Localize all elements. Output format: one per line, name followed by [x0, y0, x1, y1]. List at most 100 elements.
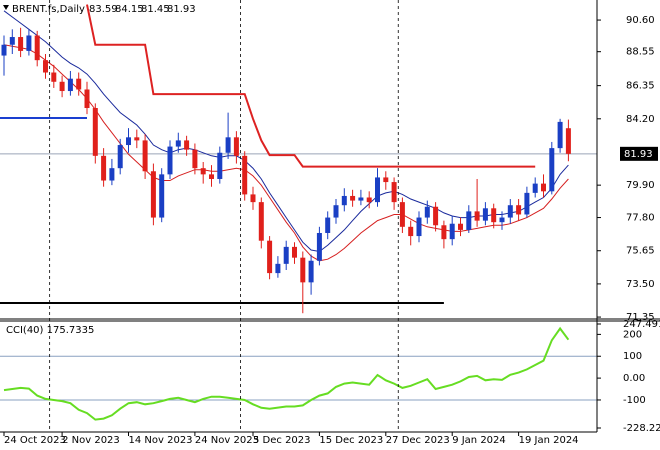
- candle-body: [474, 211, 480, 221]
- candle-body: [59, 81, 65, 92]
- candle-body: [458, 223, 463, 230]
- y-tick-label: 200: [623, 329, 642, 340]
- candle-body: [325, 217, 331, 233]
- candle-body: [43, 60, 48, 73]
- candle-body: [159, 174, 165, 218]
- candle-body: [416, 217, 422, 237]
- price-panel: [0, 4, 597, 314]
- candle-body: [375, 177, 380, 203]
- candle-body: [491, 208, 497, 223]
- candle-body: [466, 211, 472, 230]
- x-tick-label: 5 Dec 2023: [253, 435, 311, 446]
- candle-body: [316, 232, 322, 261]
- candle-body: [565, 128, 571, 154]
- candle-body: [76, 78, 82, 90]
- candle-body: [433, 206, 439, 226]
- candle-body: [308, 260, 314, 283]
- candle-body: [126, 137, 131, 146]
- candle-body: [333, 205, 339, 218]
- y-tick-label: 247.4918: [623, 319, 660, 330]
- candle-body: [167, 146, 173, 175]
- candle-body: [184, 140, 190, 150]
- candle-body: [341, 195, 347, 206]
- ohlc-open: 83.59: [89, 4, 118, 15]
- candle-body: [134, 137, 140, 141]
- y-tick-label: 86.35: [626, 81, 655, 92]
- candle-body: [283, 246, 289, 264]
- labels: BRENT.fs,Daily 83.59 84.15 81.45 81.93 C…: [3, 4, 196, 336]
- x-tick-label: 19 Jan 2024: [519, 435, 579, 446]
- candle-body: [292, 246, 297, 258]
- last-price-box: [620, 146, 658, 161]
- candle-body: [109, 168, 115, 181]
- candle-body: [9, 37, 15, 45]
- candle-body: [532, 183, 538, 193]
- y-tick-label: 84.20: [626, 114, 655, 125]
- x-tick-label: 9 Jan 2024: [452, 435, 506, 446]
- cci-title: CCI(40) 175.7335: [6, 325, 94, 336]
- candle-body: [26, 35, 32, 51]
- candle-body: [549, 148, 555, 192]
- ohlc-low: 81.45: [141, 4, 170, 15]
- y-tick-label: -100: [623, 395, 646, 406]
- candle-body: [499, 217, 505, 223]
- candle-body: [383, 177, 389, 183]
- symbol: BRENT.fs,Daily: [12, 4, 85, 15]
- x-tick-label: 14 Nov 2023: [129, 435, 193, 446]
- candle-body: [250, 194, 256, 203]
- candle-body: [142, 140, 148, 172]
- y-tick-label: 73.50: [626, 279, 655, 290]
- candle-body: [424, 206, 430, 218]
- candle-body: [358, 197, 364, 201]
- candle-body: [516, 205, 522, 215]
- candle-body: [67, 78, 73, 92]
- resistance-line: [86, 4, 536, 168]
- slow-ma-line: [3, 44, 569, 262]
- candle-body: [557, 121, 563, 149]
- y-tick-label: 71.35: [626, 312, 655, 323]
- fast-ma-line: [3, 10, 569, 253]
- candle-body: [275, 263, 281, 274]
- candle-body: [34, 35, 40, 61]
- candle-body: [150, 171, 156, 218]
- y-tick-label: 90.60: [626, 15, 655, 26]
- candle-body: [51, 72, 57, 82]
- candle-body: [200, 168, 206, 175]
- x-tick-label: 24 Nov 2023: [195, 435, 259, 446]
- candle-body: [18, 37, 24, 51]
- candle-body: [101, 155, 107, 181]
- cci-line: [3, 326, 570, 421]
- y-tick-label: 75.65: [626, 246, 655, 257]
- x-tick-label: 15 Dec 2023: [319, 435, 383, 446]
- candle-body: [408, 226, 414, 237]
- candle-body: [84, 89, 90, 109]
- cci-panel: [0, 326, 597, 421]
- candle-body: [192, 149, 198, 169]
- candle-body: [267, 240, 273, 274]
- candle-body: [350, 195, 356, 201]
- y-tick-label: 77.80: [626, 213, 655, 224]
- y-tick-label: -228.222: [623, 423, 660, 434]
- candle-body: [541, 183, 546, 192]
- candle-body: [175, 140, 181, 147]
- candle-body: [366, 197, 372, 203]
- last-price-label: 81.93: [624, 149, 653, 160]
- candle-body: [209, 174, 214, 179]
- x-tick-label: 27 Dec 2023: [386, 435, 450, 446]
- candle-body: [225, 137, 231, 153]
- candle-body: [300, 257, 306, 283]
- candle-body: [482, 208, 488, 221]
- y-tick-label: 88.55: [626, 47, 655, 58]
- candle-body: [233, 137, 239, 156]
- candle-body: [258, 202, 264, 241]
- y-tick-label: 100: [623, 351, 642, 362]
- symbol-icon: [3, 5, 9, 10]
- candle-body: [242, 155, 248, 195]
- candle-body: [1, 44, 7, 56]
- candle-body: [391, 182, 397, 203]
- y-tick-label: 79.90: [626, 180, 655, 191]
- candle-body: [399, 202, 405, 227]
- ohlc-high: 84.15: [115, 4, 144, 15]
